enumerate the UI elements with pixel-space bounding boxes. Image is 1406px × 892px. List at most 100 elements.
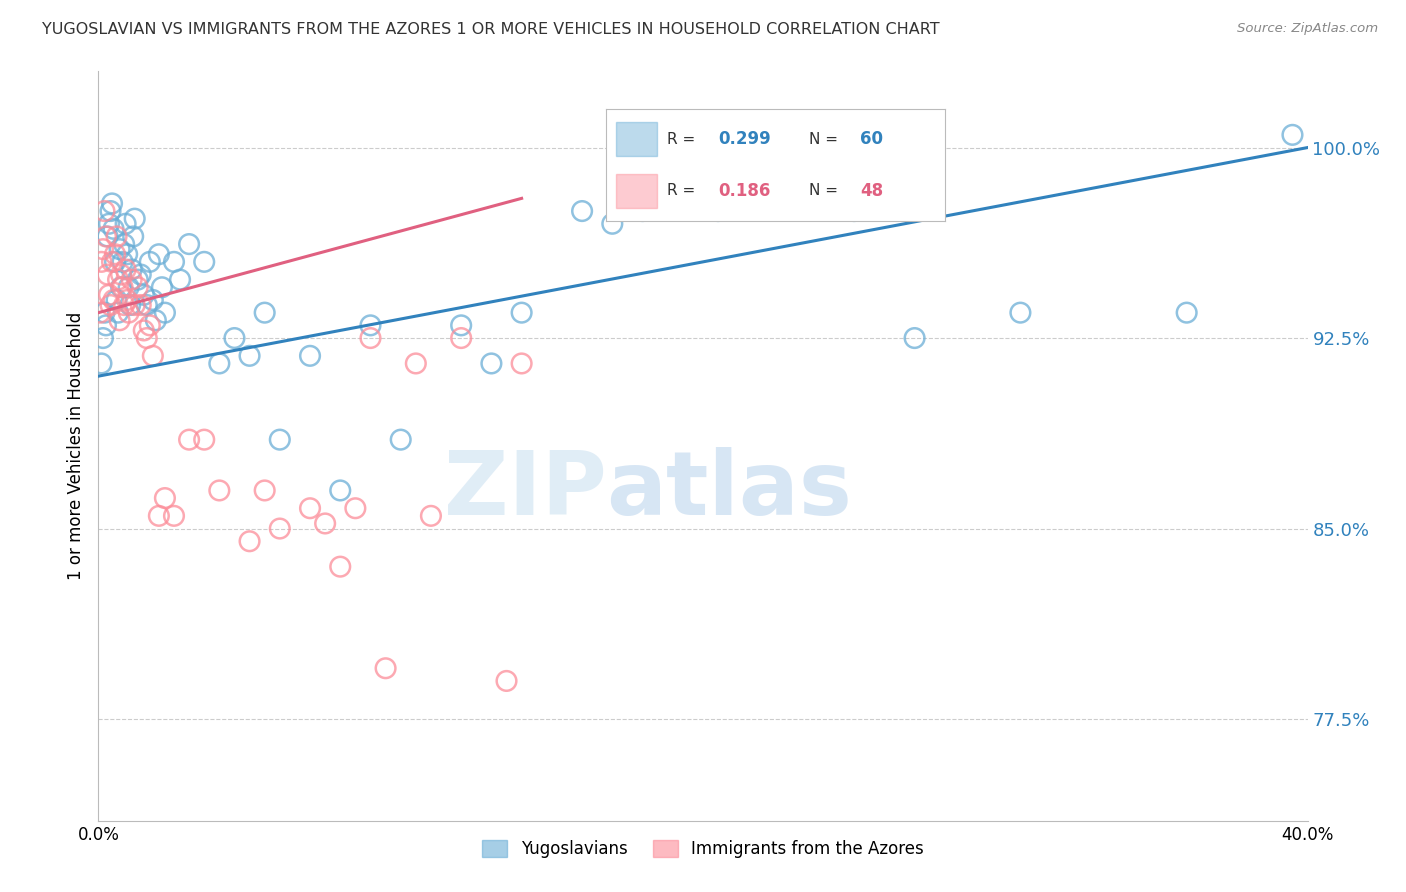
Point [112,237,135,252]
Point [450,331,472,345]
Point [107,306,129,320]
Point [105,229,128,244]
Point [420,508,443,523]
Text: YUGOSLAVIAN VS IMMIGRANTS FROM THE AZORES 1 OR MORE VEHICLES IN HOUSEHOLD CORREL: YUGOSLAVIAN VS IMMIGRANTS FROM THE AZORE… [42,22,939,37]
Text: ZIP: ZIP [443,448,606,534]
Point [132,288,155,302]
Point [135,331,157,345]
Y-axis label: 1 or more Vehicles in Household: 1 or more Vehicles in Household [66,312,84,580]
Point [239,349,262,363]
Point [89,306,111,320]
Point [329,559,352,574]
Point [269,522,291,536]
Point [374,661,396,675]
Point [145,313,167,327]
Point [124,298,146,312]
Point [110,268,132,282]
Point [844,204,866,219]
Point [108,313,131,327]
Point [90,356,112,370]
Point [148,247,170,261]
Point [139,318,162,333]
Point [153,491,176,505]
Point [100,298,122,312]
Point [450,318,472,333]
Point [1175,306,1198,320]
Point [127,272,149,286]
Point [100,204,122,219]
Point [360,331,382,345]
Point [253,483,276,498]
Point [481,356,503,370]
Point [96,229,118,244]
Point [314,516,336,531]
Point [104,255,127,269]
Point [94,229,117,244]
Point [179,433,201,447]
Point [135,298,157,312]
Point [129,298,152,312]
Point [707,204,730,219]
Point [90,255,112,269]
Legend: Yugoslavians, Immigrants from the Azores: Yugoslavians, Immigrants from the Azores [475,833,931,864]
Point [510,356,533,370]
Point [118,306,141,320]
Point [163,508,186,523]
Point [752,196,775,211]
Point [114,217,136,231]
Text: atlas: atlas [606,448,852,534]
Point [101,255,124,269]
Point [120,298,142,312]
Point [94,318,117,333]
Point [179,237,201,252]
Point [329,483,352,498]
Point [122,229,145,244]
Point [208,356,231,370]
Point [104,247,127,261]
Point [253,306,276,320]
Point [115,247,138,261]
Point [124,211,146,226]
Point [110,280,132,294]
Point [1010,306,1032,320]
Point [208,483,231,498]
Point [121,262,143,277]
Point [114,262,136,277]
Point [98,288,121,302]
Point [118,280,141,294]
Point [224,331,246,345]
Point [299,349,322,363]
Point [107,272,129,286]
Point [602,217,624,231]
Point [405,356,427,370]
Point [129,268,152,282]
Point [571,204,593,219]
Point [148,508,170,523]
Point [163,255,186,269]
Point [169,272,191,286]
Point [91,242,114,256]
Point [1281,128,1303,142]
Point [112,298,135,312]
Point [142,293,165,307]
Point [904,331,927,345]
Point [98,217,121,231]
Point [139,255,162,269]
Point [93,204,115,219]
Point [127,280,149,294]
Point [108,242,131,256]
Point [115,293,138,307]
Point [299,501,322,516]
Point [193,255,215,269]
Point [111,280,134,294]
Point [103,222,125,236]
Point [142,349,165,363]
Point [153,306,176,320]
Point [631,204,654,219]
Point [103,293,125,307]
Point [510,306,533,320]
Point [111,255,134,269]
Point [495,673,517,688]
Point [676,196,699,211]
Point [269,433,291,447]
